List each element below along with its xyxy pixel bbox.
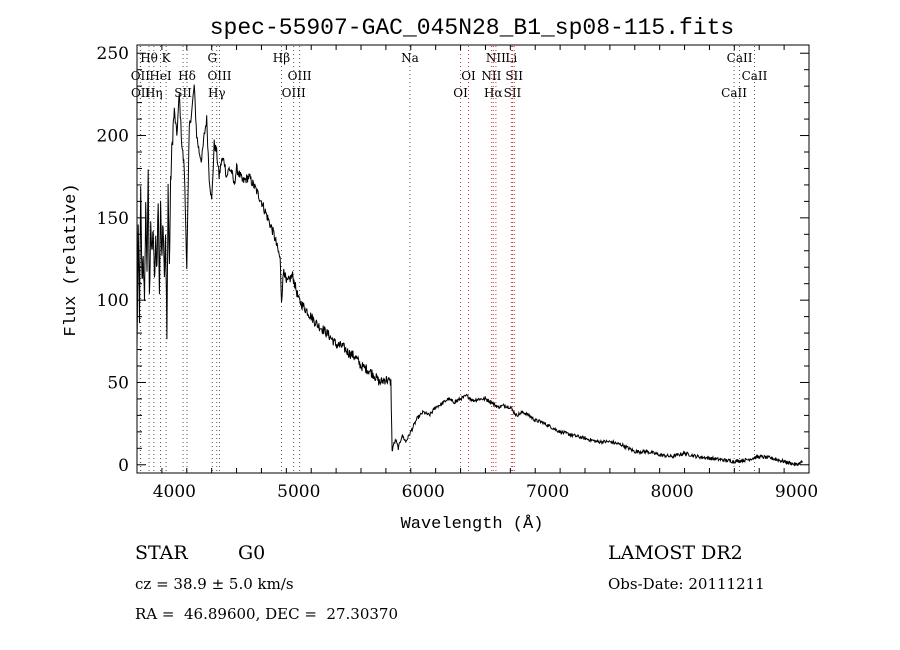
x-tick-label: 8000 — [650, 482, 693, 502]
x-tick-label: 7000 — [526, 482, 569, 502]
y-tick-label: 50 — [107, 373, 129, 393]
plot-frame — [136, 44, 810, 474]
line-marker-label: K — [162, 51, 172, 65]
y-tick-label: 100 — [97, 291, 129, 311]
line-marker-label: OII — [131, 69, 151, 83]
chart-title: spec-55907-GAC_045N28_B1_sp08-115.fits — [210, 15, 735, 41]
line-marker-label: OII — [131, 86, 151, 100]
x-tick-label: 9000 — [775, 482, 818, 502]
line-marker-label: OIII — [207, 69, 231, 83]
spectrum-series-line — [136, 84, 804, 467]
line-marker-label: OIII — [282, 86, 306, 100]
line-marker-label: Na — [401, 51, 419, 65]
line-marker-label: G — [207, 51, 217, 65]
x-tick-label: 6000 — [402, 482, 445, 502]
axis-ticks: 4000 5000 6000 7000 8000 9000 0 50 100 150 200 250 — [97, 44, 819, 502]
line-marker-label: OI — [453, 86, 468, 100]
y-tick-label: 200 — [97, 127, 129, 147]
line-marker-label: Hγ — [208, 86, 226, 100]
line-marker-label: SII — [174, 86, 192, 100]
survey-name: LAMOST DR2 — [608, 542, 743, 564]
line-marker-label: NII — [486, 51, 506, 65]
line-marker-label: OI — [461, 69, 476, 83]
line-marker-label: CaII — [721, 86, 747, 100]
obs-date: Obs-Date: 20111211 — [608, 575, 765, 593]
line-marker-label: NII — [481, 69, 501, 83]
y-tick-label: 0 — [118, 456, 129, 476]
line-marker-label: Hα — [484, 86, 503, 100]
object-type: STAR — [135, 542, 188, 564]
line-marker-label: SII — [504, 86, 522, 100]
line-marker-label: Hη — [145, 86, 163, 100]
line-marker-label: OIII — [288, 69, 312, 83]
line-marker-label: CaII — [742, 69, 768, 83]
subclass: G0 — [238, 542, 266, 564]
line-marker-label: SII — [505, 69, 523, 83]
line-marker-label: Hβ — [273, 51, 290, 65]
x-tick-label: 5000 — [277, 482, 320, 502]
line-marker-label: HeI — [149, 69, 172, 83]
x-axis-label: Wavelength (Å) — [401, 515, 544, 534]
coordinates: RA = 46.89600, DEC = 27.30370 — [135, 605, 399, 623]
line-marker-label: Hδ — [178, 69, 196, 83]
x-tick-label: 4000 — [153, 482, 196, 502]
y-tick-label: 250 — [97, 44, 129, 64]
line-marker-label: CaII — [727, 51, 753, 65]
redshift-cz: cz = 38.9 ± 5.0 km/s — [135, 575, 294, 593]
y-tick-label: 150 — [97, 209, 129, 229]
line-marker-label: Li — [505, 51, 517, 65]
y-axis-label: Flux (relative) — [62, 183, 81, 336]
